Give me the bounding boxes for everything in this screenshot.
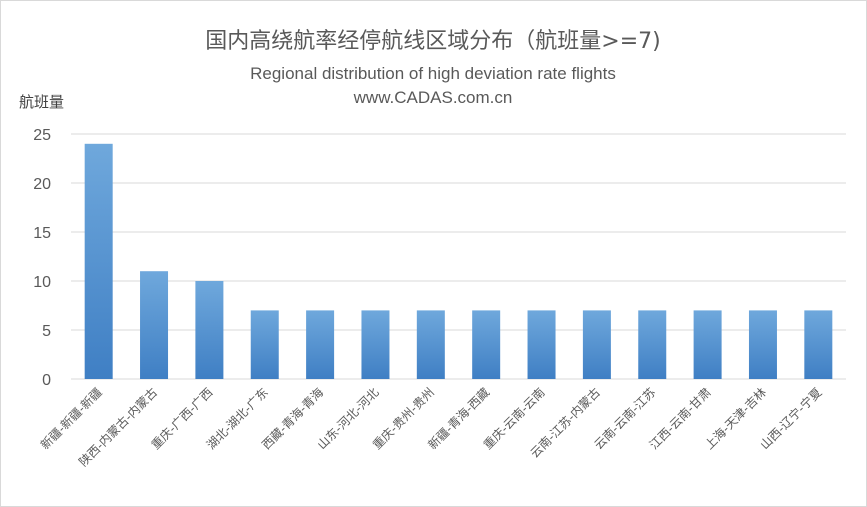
bar-7 — [416, 310, 445, 379]
bar-8 — [472, 310, 501, 379]
bar-4 — [250, 310, 279, 379]
y-tick-label-20: 20 — [33, 176, 51, 193]
y-tick-label-15: 15 — [33, 225, 51, 242]
bar-1 — [84, 143, 113, 379]
gridlines — [71, 133, 846, 380]
y-tick-label-10: 10 — [33, 274, 51, 291]
y-tick-labels: 0 5 10 15 20 25 — [33, 127, 51, 389]
x-tick-labels: 新疆-新疆-新疆陕西-内蒙古-内蒙古重庆-广西-广西湖北-湖北-广东西藏-青海-… — [37, 385, 824, 470]
y-tick-label-5: 5 — [42, 323, 51, 340]
chart-title: 国内高绕航率经停航线区域分布（航班量>=7) — [205, 29, 660, 54]
chart-subtitle-line-2: www.CADAS.com.cn — [353, 88, 513, 107]
bar-6 — [361, 310, 390, 379]
y-axis-label: 航班量 — [19, 93, 64, 111]
bar-12 — [693, 310, 722, 379]
bar-3 — [195, 281, 224, 379]
bar-14 — [804, 310, 833, 379]
y-tick-label-0: 0 — [42, 372, 51, 389]
bar-5 — [306, 310, 335, 379]
bar-9 — [527, 310, 556, 379]
chart-subtitle-line-1: Regional distribution of high deviation … — [250, 64, 616, 83]
bar-11 — [638, 310, 667, 379]
bar-13 — [748, 310, 777, 379]
bar-2 — [140, 271, 169, 379]
y-tick-label-25: 25 — [33, 127, 51, 144]
bars — [84, 143, 833, 379]
bar-10 — [582, 310, 611, 379]
